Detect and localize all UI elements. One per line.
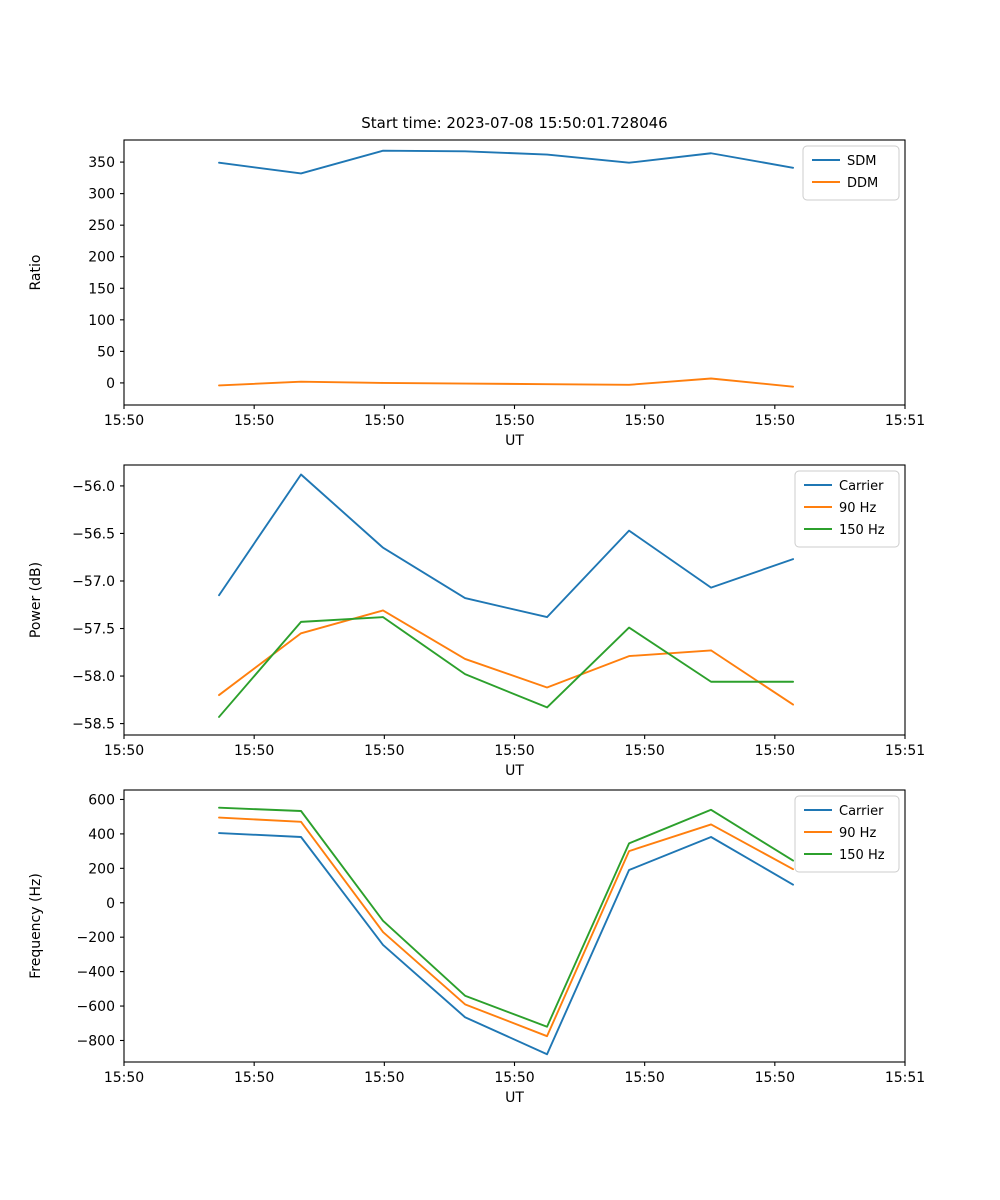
x-tick-label: 15:50 [104, 1070, 144, 1086]
x-tick-label: 15:50 [364, 743, 404, 759]
x-axis-label: UT [505, 763, 524, 779]
y-tick-label: −600 [77, 999, 115, 1015]
legend-label: SDM [847, 154, 876, 169]
legend-box [794, 470, 900, 548]
x-tick-label: 15:50 [494, 413, 534, 429]
x-tick-label: 15:50 [234, 743, 274, 759]
y-axis-label: Frequency (Hz) [28, 873, 44, 979]
x-tick-label: 15:50 [755, 413, 795, 429]
legend-label: Carrier [839, 479, 884, 494]
y-tick-label: 150 [88, 281, 115, 297]
y-tick-label: −800 [77, 1033, 115, 1049]
x-tick-label: 15:51 [885, 413, 925, 429]
legend-box [794, 795, 900, 873]
x-tick-label: 15:50 [624, 413, 664, 429]
panel-ratio-canvas: Start time: 2023-07-08 15:50:01.728046 15… [28, 114, 925, 449]
data-series-line [218, 832, 795, 1056]
legend-label: 150 Hz [839, 848, 885, 863]
y-tick-label: −200 [77, 930, 115, 946]
y-tick-label: −57.5 [72, 622, 115, 638]
data-series-line [218, 816, 795, 1038]
panel-frequency-canvas: 15:50 15:50 15:50 15:50 15:50 15:50 15:51 UT 600… [28, 789, 925, 1106]
data-series-line [218, 377, 795, 388]
x-tick-label: 15:50 [624, 1070, 664, 1086]
y-tick-label: −56.0 [72, 479, 115, 495]
plot-frame [123, 789, 906, 1063]
legend-label: 90 Hz [839, 826, 876, 841]
y-axis-label: Power (dB) [28, 562, 44, 638]
legend-label: DDM [847, 176, 878, 191]
data-series-line [218, 609, 795, 706]
y-tick-label: 250 [88, 218, 115, 234]
x-tick-label: 15:50 [104, 413, 144, 429]
y-tick-label: 350 [88, 155, 115, 171]
panel-power: 15:50 15:50 15:50 15:50 15:50 15:50 15:51 UT −56… [0, 455, 1000, 785]
data-series-line [218, 806, 795, 1028]
data-series-line [218, 616, 795, 718]
y-tick-label: −58.5 [72, 717, 115, 733]
panel-ratio: Start time: 2023-07-08 15:50:01.728046 15… [0, 110, 1000, 460]
chart-title: Start time: 2023-07-08 15:50:01.728046 [361, 114, 667, 132]
y-tick-label: −58.0 [72, 669, 115, 685]
x-axis-label: UT [505, 1090, 524, 1106]
x-tick-label: 15:50 [234, 413, 274, 429]
x-tick-label: 15:50 [624, 743, 664, 759]
x-tick-label: 15:50 [494, 743, 534, 759]
x-tick-label: 15:50 [234, 1070, 274, 1086]
x-tick-label: 15:50 [364, 1070, 404, 1086]
x-tick-label: 15:50 [104, 743, 144, 759]
y-tick-label: 300 [88, 187, 115, 203]
legend-label: 150 Hz [839, 523, 885, 538]
y-tick-label: −400 [77, 965, 115, 981]
y-tick-label: 200 [88, 250, 115, 266]
x-tick-label: 15:51 [885, 1070, 925, 1086]
y-axis-label: Ratio [28, 255, 44, 291]
legend-label: Carrier [839, 804, 884, 819]
data-series-line [218, 149, 795, 175]
legend-label: 90 Hz [839, 501, 876, 516]
y-tick-label: 100 [88, 313, 115, 329]
y-tick-label: 400 [88, 827, 115, 843]
y-tick-label: 200 [88, 861, 115, 877]
plot-frame [123, 139, 906, 406]
y-tick-label: −57.0 [72, 574, 115, 590]
y-tick-label: 600 [88, 792, 115, 808]
y-tick-label: −56.5 [72, 526, 115, 542]
x-tick-label: 15:50 [755, 743, 795, 759]
x-tick-label: 15:50 [364, 413, 404, 429]
x-tick-label: 15:50 [755, 1070, 795, 1086]
panel-power-canvas: 15:50 15:50 15:50 15:50 15:50 15:50 15:51 UT −56… [28, 464, 925, 779]
panel-frequency: 15:50 15:50 15:50 15:50 15:50 15:50 15:51 UT 600… [0, 780, 1000, 1120]
y-tick-label: 0 [106, 376, 115, 392]
x-axis-label: UT [505, 433, 524, 449]
x-tick-label: 15:51 [885, 743, 925, 759]
y-tick-label: 50 [97, 344, 115, 360]
data-series-line [218, 473, 795, 619]
y-tick-label: 0 [106, 896, 115, 912]
x-tick-label: 15:50 [494, 1070, 534, 1086]
